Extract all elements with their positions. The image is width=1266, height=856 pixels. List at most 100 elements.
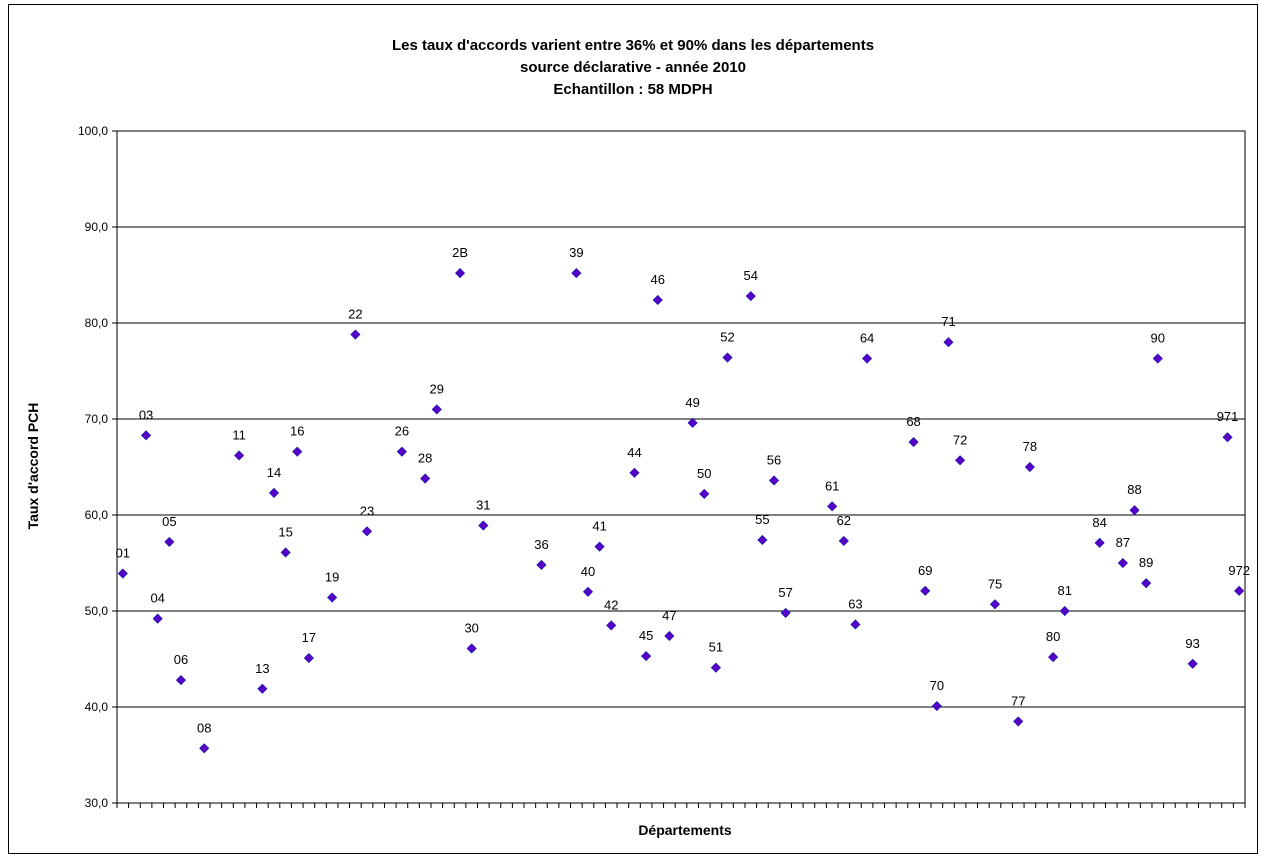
data-point-label: 11 — [232, 427, 246, 442]
data-point — [594, 541, 605, 552]
data-point — [943, 337, 954, 348]
data-point — [431, 404, 442, 415]
data-point-label: 61 — [825, 478, 839, 493]
data-point — [1094, 537, 1105, 548]
data-point — [280, 547, 291, 558]
data-point — [838, 535, 849, 546]
data-point-label: 26 — [395, 424, 409, 439]
data-point-label: 15 — [278, 524, 292, 539]
point-labels: 01 03 04 05 06 08 11 13 14 15 16 17 19 22 23 26 28 29 2B 30… — [116, 245, 1250, 735]
data-point — [152, 613, 163, 624]
data-point — [1152, 353, 1163, 364]
axes — [112, 130, 1246, 808]
data-point-label: 39 — [569, 245, 583, 260]
data-point — [141, 430, 152, 441]
data-point-label: 49 — [685, 395, 699, 410]
data-point-label: 972 — [1228, 563, 1250, 578]
data-point-label: 2B — [452, 245, 468, 260]
data-point — [629, 467, 640, 478]
data-point — [536, 559, 547, 570]
data-point-label: 52 — [720, 330, 734, 345]
data-point-label: 57 — [778, 585, 792, 600]
data-point — [955, 455, 966, 466]
data-point-label: 70 — [930, 678, 944, 693]
data-point — [861, 353, 873, 364]
data-point — [478, 520, 489, 531]
data-point-label: 14 — [267, 465, 281, 480]
data-point-label: 72 — [953, 432, 967, 447]
data-point-label: 06 — [174, 652, 188, 667]
data-point — [303, 652, 314, 664]
data-point — [454, 268, 466, 279]
data-point-label: 62 — [837, 513, 851, 528]
data-point — [745, 291, 756, 302]
data-point-label: 16 — [290, 424, 304, 439]
y-tick-label: 60,0 — [85, 508, 109, 522]
data-point — [699, 488, 710, 499]
data-point — [641, 651, 652, 662]
chart-frame — [8, 4, 1258, 854]
data-point-label: 63 — [848, 596, 862, 611]
data-point — [931, 700, 942, 712]
data-point-label: 13 — [255, 661, 269, 676]
data-point-label: 46 — [651, 272, 665, 287]
data-point-label: 55 — [755, 512, 769, 527]
data-point — [768, 475, 780, 486]
data-point — [292, 446, 303, 457]
data-point-label: 64 — [860, 331, 874, 346]
data-point-label: 08 — [197, 720, 211, 735]
x-axis-title: Départements — [638, 822, 732, 838]
data-point — [1129, 505, 1140, 516]
y-tick-label: 80,0 — [85, 316, 109, 330]
y-tick-label: 30,0 — [85, 796, 109, 810]
data-point-label: 29 — [430, 381, 444, 396]
data-point — [1048, 652, 1059, 663]
data-point — [1117, 557, 1128, 569]
data-point-label: 03 — [139, 407, 153, 422]
data-point — [1141, 578, 1152, 589]
data-point — [850, 619, 861, 630]
y-tick-label: 100,0 — [78, 124, 108, 138]
data-point-label: 75 — [988, 576, 1002, 591]
y-tick-label: 70,0 — [85, 412, 109, 426]
data-point-label: 69 — [918, 563, 932, 578]
data-point-label: 971 — [1217, 409, 1239, 424]
chart-title-line-2: source déclarative - année 2010 — [520, 59, 746, 76]
y-tick-labels: 30,0 40,0 50,0 60,0 70,0 80,0 90,0 100,0 — [78, 124, 108, 810]
data-point-label: 54 — [744, 268, 758, 283]
plot-area — [116, 130, 1246, 804]
data-point — [827, 501, 838, 512]
chart-title-line-3: Echantillon : 58 MDPH — [553, 81, 713, 98]
data-point-label: 84 — [1092, 515, 1106, 530]
data-point — [1059, 605, 1070, 617]
data-point — [571, 268, 582, 279]
y-tick-label: 40,0 — [85, 700, 109, 714]
data-point — [652, 294, 663, 306]
data-point — [687, 417, 698, 428]
data-point — [420, 473, 431, 484]
data-point-label: 81 — [1058, 583, 1072, 598]
data-point — [1024, 461, 1035, 473]
data-point — [664, 630, 675, 642]
data-point — [582, 586, 594, 597]
data-point — [722, 352, 733, 363]
data-point-label: 17 — [302, 630, 316, 645]
data-point-label: 77 — [1011, 693, 1025, 708]
data-point-label: 31 — [476, 498, 490, 513]
data-point — [1013, 716, 1024, 727]
data-point — [757, 534, 768, 546]
data-point-label: 04 — [150, 591, 164, 606]
data-point-label: 87 — [1116, 535, 1130, 550]
data-point-label: 30 — [464, 620, 478, 635]
data-point-label: 51 — [709, 640, 723, 655]
data-point — [466, 643, 477, 654]
data-point — [268, 487, 280, 498]
data-point — [234, 450, 245, 461]
data-point-label: 41 — [592, 519, 606, 534]
data-point-label: 44 — [627, 445, 641, 460]
data-point — [989, 599, 1001, 610]
data-point-label: 88 — [1127, 482, 1141, 497]
data-point-label: 56 — [767, 452, 781, 467]
data-point — [327, 592, 338, 603]
